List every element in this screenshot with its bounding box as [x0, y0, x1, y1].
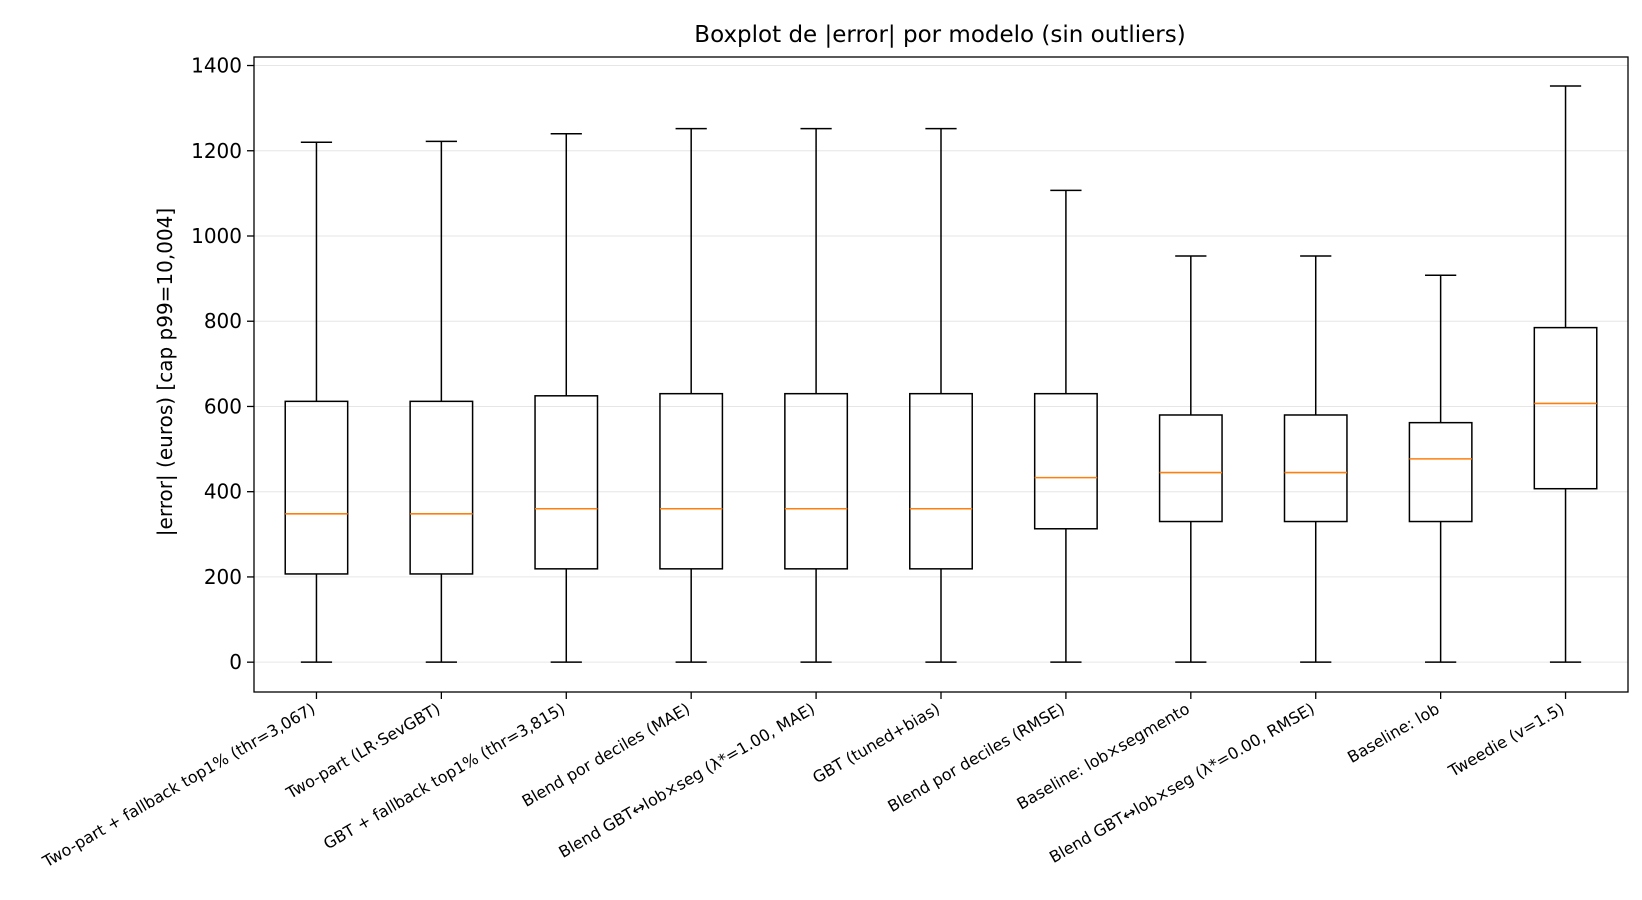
boxes — [284, 85, 1598, 663]
box-iqr — [659, 392, 724, 570]
y-tick-label: 600 — [204, 394, 242, 418]
box-item — [1408, 274, 1473, 663]
box-iqr — [1158, 414, 1223, 523]
box-item — [409, 140, 474, 663]
x-tick-label: Two-part + fallback top1% (thr=3,067) — [39, 699, 319, 872]
box-item — [1033, 189, 1098, 663]
y-tick-label: 800 — [204, 309, 242, 333]
box-iqr — [909, 392, 973, 570]
x-tick-label: GBT (tuned+bias) — [809, 699, 943, 787]
x-tick-label: Blend GBT↔lob×seg (λ*=0.00, RMSE) — [1046, 699, 1318, 867]
box-iqr — [1283, 414, 1348, 523]
x-tick-label: Blend GBT↔lob×seg (λ*=1.00, MAE) — [555, 699, 818, 862]
y-tick-label: 400 — [204, 480, 242, 504]
box-item — [534, 132, 599, 663]
x-tick-label: Tweedie (v=1.5) — [1444, 699, 1567, 781]
y-axis-ticks: 0 200 400 600 800 1000 1200 1400 — [191, 54, 254, 674]
box-iqr — [1533, 326, 1598, 490]
box-item — [284, 141, 349, 663]
box-iqr — [284, 400, 349, 575]
box-item — [1158, 255, 1223, 663]
box-item — [659, 127, 724, 663]
box-item — [909, 127, 973, 663]
box-iqr — [784, 392, 849, 570]
x-tick-label: Baseline: lob — [1344, 699, 1442, 767]
y-tick-label: 200 — [204, 565, 242, 589]
x-axis-ticks: Two-part + fallback top1% (thr=3,067)Two… — [39, 692, 1568, 872]
chart-title: Boxplot de |error| por modelo (sin outli… — [694, 22, 1185, 48]
box-item — [1533, 85, 1598, 663]
box-item — [784, 127, 849, 663]
y-axis-label: |error| (euros) [cap p99=10,004] — [153, 208, 177, 536]
y-tick-label: 1200 — [191, 139, 242, 163]
box-iqr — [1408, 421, 1473, 523]
y-tick-label: 1400 — [191, 54, 242, 78]
box-iqr — [534, 395, 599, 570]
box-iqr — [1033, 392, 1098, 530]
box-iqr — [409, 400, 474, 575]
x-tick-label: GBT + fallback top1% (thr=3,815) — [320, 699, 568, 853]
y-tick-label: 0 — [229, 650, 242, 674]
box-item — [1283, 255, 1348, 663]
y-tick-label: 1000 — [191, 224, 242, 248]
